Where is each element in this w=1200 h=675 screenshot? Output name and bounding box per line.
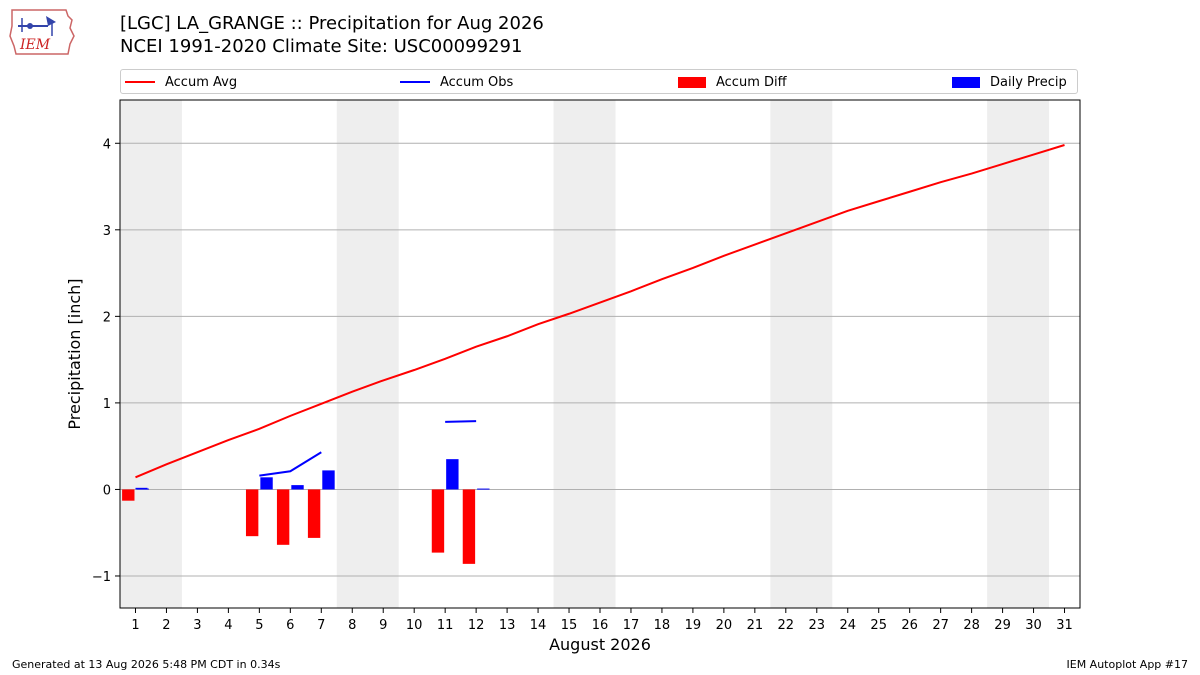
y-tick-label: 2	[103, 310, 111, 325]
x-tick-label: 28	[963, 618, 980, 633]
x-tick-label: 15	[561, 618, 578, 633]
app-credit: IEM Autoplot App #17	[1066, 658, 1189, 671]
x-tick-label: 29	[994, 618, 1011, 633]
accum-avg-line	[135, 144, 1065, 479]
x-tick-label: 16	[592, 618, 609, 633]
legend-label: Daily Precip	[990, 74, 1067, 90]
weekend-band	[987, 100, 1050, 608]
x-tick-label: 26	[901, 618, 918, 633]
daily-precip-bar	[260, 477, 273, 490]
x-tick-label: 2	[162, 618, 170, 633]
weekend-band	[336, 100, 399, 608]
y-tick-label: 1	[103, 397, 111, 412]
x-tick-label: 21	[747, 618, 764, 633]
generated-timestamp: Generated at 13 Aug 2026 5:48 PM CDT in …	[12, 658, 281, 671]
title-line-2: NCEI 1991-2020 Climate Site: USC00099291	[120, 36, 523, 57]
x-tick-label: 24	[839, 618, 856, 633]
x-tick-label: 23	[809, 618, 826, 633]
x-tick-label: 17	[623, 618, 640, 633]
weekend-shading	[120, 100, 1050, 608]
x-tick-label: 13	[499, 618, 516, 633]
x-tick-label: 22	[778, 618, 795, 633]
y-tick-label: 4	[103, 137, 111, 152]
chart-title: [LGC] LA_GRANGE :: Precipitation for Aug…	[120, 12, 544, 58]
daily-precip-bar	[322, 470, 335, 490]
x-tick-label: 4	[224, 618, 232, 633]
x-axis-label: August 2026	[549, 635, 651, 654]
legend: Accum Avg Accum Obs Accum Diff Daily Pre…	[120, 69, 1078, 94]
bars	[122, 459, 490, 564]
x-tick-label: 11	[437, 618, 454, 633]
x-tick-label: 10	[406, 618, 423, 633]
legend-label: Accum Diff	[716, 74, 787, 90]
x-tick-label: 5	[255, 618, 263, 633]
legend-label: Accum Obs	[440, 74, 514, 90]
legend-swatch	[678, 76, 706, 88]
y-tick-label: 3	[103, 224, 111, 239]
accum-diff-bar	[276, 489, 290, 545]
legend-item-accum-avg: Accum Avg	[125, 74, 237, 90]
accum-diff-bar	[122, 489, 135, 501]
legend-swatch	[952, 76, 980, 88]
series-lines	[135, 144, 1065, 490]
accum-diff-bar	[245, 489, 259, 537]
x-tick-label: 30	[1025, 618, 1042, 633]
legend-swatch	[125, 81, 155, 83]
legend-label: Accum Avg	[165, 74, 238, 90]
daily-precip-bar	[446, 459, 459, 490]
x-tick-label: 14	[530, 618, 547, 633]
x-tick-label: 31	[1056, 618, 1073, 633]
x-tick-label: 25	[870, 618, 887, 633]
accum-diff-bar	[462, 489, 476, 564]
x-tick-label: 3	[193, 618, 201, 633]
weekend-band	[553, 100, 616, 608]
x-tick-label: 8	[348, 618, 356, 633]
svg-text:IEM: IEM	[19, 37, 51, 53]
weekend-band	[120, 100, 182, 608]
x-tick-label: 18	[654, 618, 671, 633]
weekend-band	[770, 100, 833, 608]
iem-logo: IEM	[8, 6, 78, 58]
daily-precip-bar	[291, 485, 304, 490]
x-tick-label: 20	[716, 618, 733, 633]
accum-diff-bar	[431, 489, 445, 553]
x-tick-label: 1	[131, 618, 139, 633]
x-tick-label: 27	[932, 618, 949, 633]
accum-obs-line	[445, 420, 477, 423]
accum-obs-line	[259, 451, 322, 477]
y-axis-label: Precipitation [inch]	[65, 278, 84, 429]
accum-diff-bar	[307, 489, 321, 538]
daily-precip-bar	[477, 488, 490, 490]
x-tick-label: 19	[685, 618, 702, 633]
title-line-1: [LGC] LA_GRANGE :: Precipitation for Aug…	[120, 13, 544, 34]
x-tick-label: 12	[468, 618, 485, 633]
legend-swatch	[400, 81, 430, 83]
legend-item-daily-precip: Daily Precip	[952, 74, 1067, 90]
legend-item-accum-obs: Accum Obs	[400, 74, 513, 90]
x-tick-label: 9	[379, 618, 387, 633]
y-tick-label: −1	[92, 570, 111, 585]
x-tick-label: 7	[317, 618, 325, 633]
x-tick-label: 6	[286, 618, 294, 633]
y-tick-label: 0	[103, 483, 111, 498]
legend-item-accum-diff: Accum Diff	[678, 74, 787, 90]
